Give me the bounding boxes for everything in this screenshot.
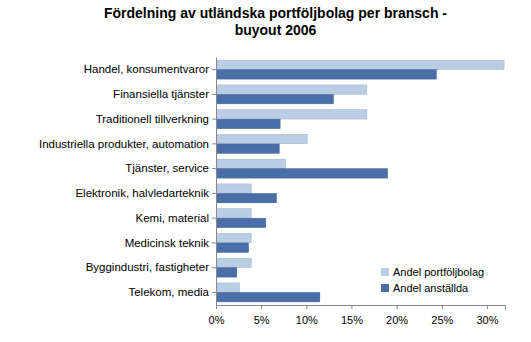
tick-label: Byggindustri, fastigheter <box>86 261 210 273</box>
tick-mark <box>212 69 216 70</box>
tick-mark <box>212 193 216 194</box>
tick: 15% <box>341 305 363 326</box>
tick: Kemi, material <box>136 212 217 224</box>
legend-label: Andel anställda <box>393 282 469 294</box>
tick-mark <box>487 305 488 309</box>
y-axis: Handel, konsumentvaror Finansiella tjänst… <box>39 58 217 306</box>
bar <box>216 218 266 227</box>
bar <box>216 85 367 94</box>
legend-swatch <box>381 284 389 292</box>
tick: Tjänster, service <box>125 162 216 174</box>
bar <box>216 70 436 79</box>
tick: 30% <box>476 305 498 326</box>
tick-label: 10% <box>296 314 318 326</box>
tick-label: 20% <box>386 314 408 326</box>
bar <box>216 258 251 267</box>
tick-mark <box>212 267 216 268</box>
x-axis-line <box>217 306 506 310</box>
legend-label: Andel portföljbolag <box>393 266 484 278</box>
tick-label: Medicinsk teknik <box>125 237 210 249</box>
tick-mark <box>216 305 217 309</box>
tick-mark <box>212 242 216 243</box>
bar <box>216 134 307 143</box>
bar <box>216 159 286 168</box>
title: Fördelning av utländska portföljbolag pe… <box>104 5 447 38</box>
bar <box>216 292 320 301</box>
bar <box>216 119 280 128</box>
tick: Industriella produkter, automation <box>39 138 216 150</box>
x-axis: 0% 5% 10% 15% 20% 25% 30% <box>209 305 506 326</box>
legend-item: Andel anställda <box>381 282 469 294</box>
tick-mark <box>212 292 216 293</box>
tick: 25% <box>431 305 453 326</box>
tick-label: Tjänster, service <box>125 162 209 174</box>
legend-box <box>377 261 505 301</box>
legend-swatch <box>381 268 389 276</box>
tick-label: Industriella produkter, automation <box>39 138 209 150</box>
tick: 10% <box>296 305 318 326</box>
tick-mark <box>442 305 443 309</box>
tick: Medicinsk teknik <box>125 237 216 249</box>
bar <box>216 184 251 193</box>
tick-label: 5% <box>254 314 270 326</box>
tick-mark <box>261 305 262 309</box>
tick: 20% <box>386 305 408 326</box>
legend-item: Andel portföljbolag <box>381 266 484 278</box>
bar <box>216 283 239 292</box>
tick-mark <box>212 94 216 95</box>
bar <box>216 60 504 69</box>
tick-label: 30% <box>476 314 498 326</box>
tick-mark <box>306 305 307 309</box>
tick-label: Handel, konsumentvaror <box>84 63 209 75</box>
bar <box>216 243 249 252</box>
tick-label: 25% <box>431 314 453 326</box>
tick-label: Traditionell tillverkning <box>96 113 209 125</box>
tick-label: 0% <box>209 314 225 326</box>
tick-label: Kemi, material <box>136 212 210 224</box>
tick-mark <box>212 143 216 144</box>
y-axis-line <box>216 58 217 306</box>
bars <box>216 60 504 302</box>
bar <box>216 193 277 202</box>
tick-mark <box>397 305 398 309</box>
bar <box>216 94 333 103</box>
tick: Byggindustri, fastigheter <box>86 261 216 273</box>
bar <box>216 233 251 242</box>
tick-mark <box>212 119 216 120</box>
tick: 0% <box>209 305 225 326</box>
bar <box>216 144 279 153</box>
tick-label: Elektronik, halvledarteknik <box>75 187 209 199</box>
tick-label: 15% <box>341 314 363 326</box>
tick-label: Finansiella tjänster <box>113 88 209 100</box>
legend: Andel portföljbolag Andel anställda <box>377 261 505 301</box>
plot: 0% 5% 10% 15% 20% 25% 30% Handel, konsumentvaro… <box>39 58 506 327</box>
tick-label: Telekom, media <box>128 286 209 298</box>
tick-mark <box>212 218 216 219</box>
bar <box>216 268 237 277</box>
tick: Traditionell tillverkning <box>96 113 216 125</box>
tick: Handel, konsumentvaror <box>84 63 216 75</box>
tick: Elektronik, halvledarteknik <box>75 187 216 199</box>
bar <box>216 110 367 119</box>
bar <box>216 209 251 218</box>
tick-mark <box>212 168 216 169</box>
tick: Finansiella tjänster <box>113 88 216 100</box>
bar <box>216 169 388 178</box>
chart: Fördelning av utländska portföljbolag pe… <box>0 0 531 342</box>
tick-mark <box>351 305 352 309</box>
tick: Telekom, media <box>128 286 216 298</box>
tick: 5% <box>254 305 270 326</box>
